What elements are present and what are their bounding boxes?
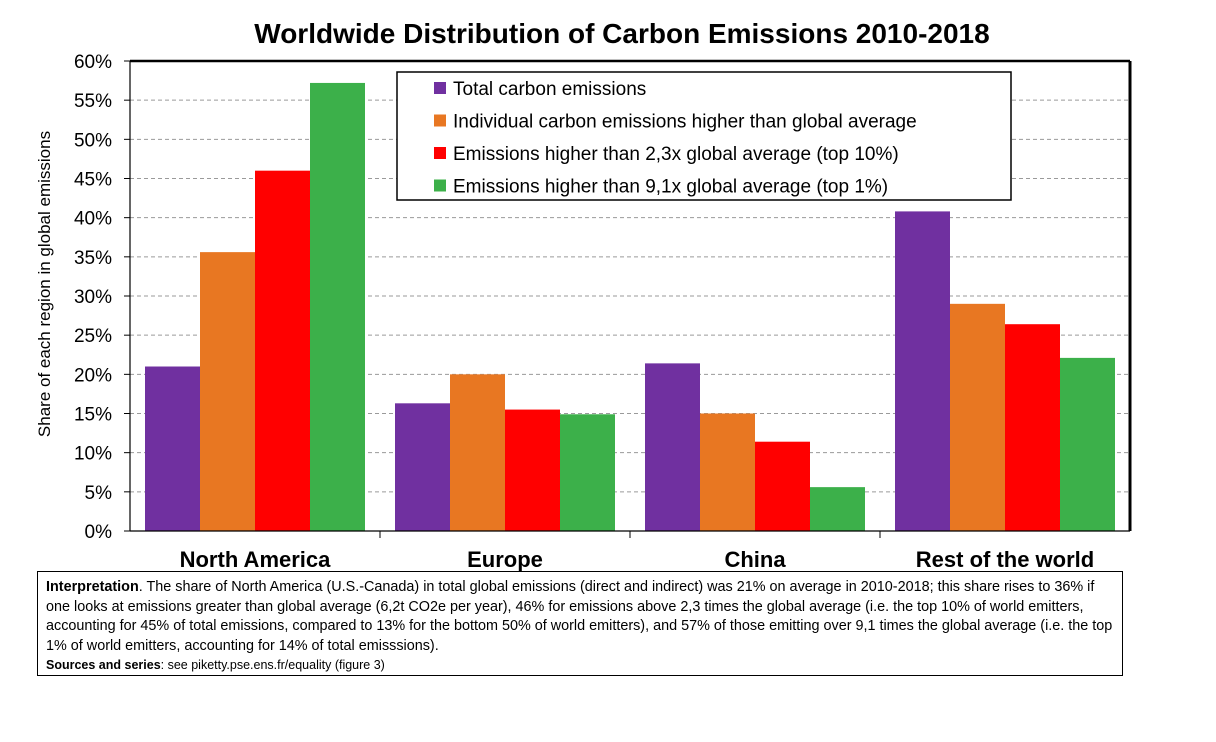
bar [395,403,450,531]
y-tick-label: 50% [74,130,112,151]
legend-swatch [434,147,446,159]
bar [255,170,310,531]
y-tick-label: 35% [74,248,112,269]
category-label: Rest of the world [916,547,1094,572]
bars [145,82,1115,531]
y-tick-label: 10% [74,444,112,465]
y-tick-label: 25% [74,326,112,347]
legend-label: Total carbon emissions [453,79,646,100]
y-tick-label: 5% [85,483,113,504]
y-tick-label: 45% [74,170,112,191]
sources-lead: Sources and series [46,658,161,672]
legend-swatch [434,114,446,127]
category-label: Europe [467,547,543,572]
bar [505,409,560,531]
sources-text: : see piketty.pse.ens.fr/equality (figur… [160,658,385,672]
bar [895,211,950,531]
axes [124,59,1132,538]
legend-label: Emissions higher than 9,1x global averag… [453,177,888,198]
bar [145,366,200,531]
category-label: North America [180,547,332,572]
bar [200,252,255,531]
y-tick-label: 15% [74,405,112,426]
bar [1060,357,1115,531]
bar [1005,324,1060,531]
bar [310,82,365,531]
bar [645,363,700,531]
y-axis-label: Share of each region in global emissions [35,131,54,437]
bar [700,413,755,531]
bar-chart: 0% 5% 10% 15% 20% 25% 30% 35% 40% 45% 50% 55% 60% No… [35,52,1132,572]
bar [755,441,810,531]
y-tick-label: 55% [74,91,112,112]
legend-label: Individual carbon emissions higher than … [453,112,917,133]
category-labels: North America Europe China Rest of the worl… [180,547,1095,572]
interpretation-lead: Interpretation [46,579,139,595]
bar [450,374,505,531]
y-tick-labels: 0% 5% 10% 15% 20% 25% 30% 35% 40% 45% 50% 55% 60% [74,52,112,543]
legend-swatch [434,82,446,94]
legend-label: Emissions higher than 2,3x global averag… [453,144,899,165]
interpretation-note: Interpretation. The share of North Ameri… [37,571,1123,676]
bar [560,414,615,531]
y-tick-label: 30% [74,287,112,308]
y-tick-label: 60% [74,52,112,73]
legend-box [396,71,1012,201]
y-tick-label: 40% [74,209,112,230]
y-tick-label: 0% [85,522,113,543]
legend: Total carbon emissions Individual carbon … [396,71,1012,201]
legend-swatch [434,179,446,192]
bar [950,303,1005,531]
interpretation-text: . The share of North America (U.S.-Canad… [46,579,1113,654]
category-label: China [724,547,786,572]
y-tick-label: 20% [74,365,112,386]
chart-title: Worldwide Distribution of Carbon Emissio… [254,18,990,49]
bar [810,487,865,531]
